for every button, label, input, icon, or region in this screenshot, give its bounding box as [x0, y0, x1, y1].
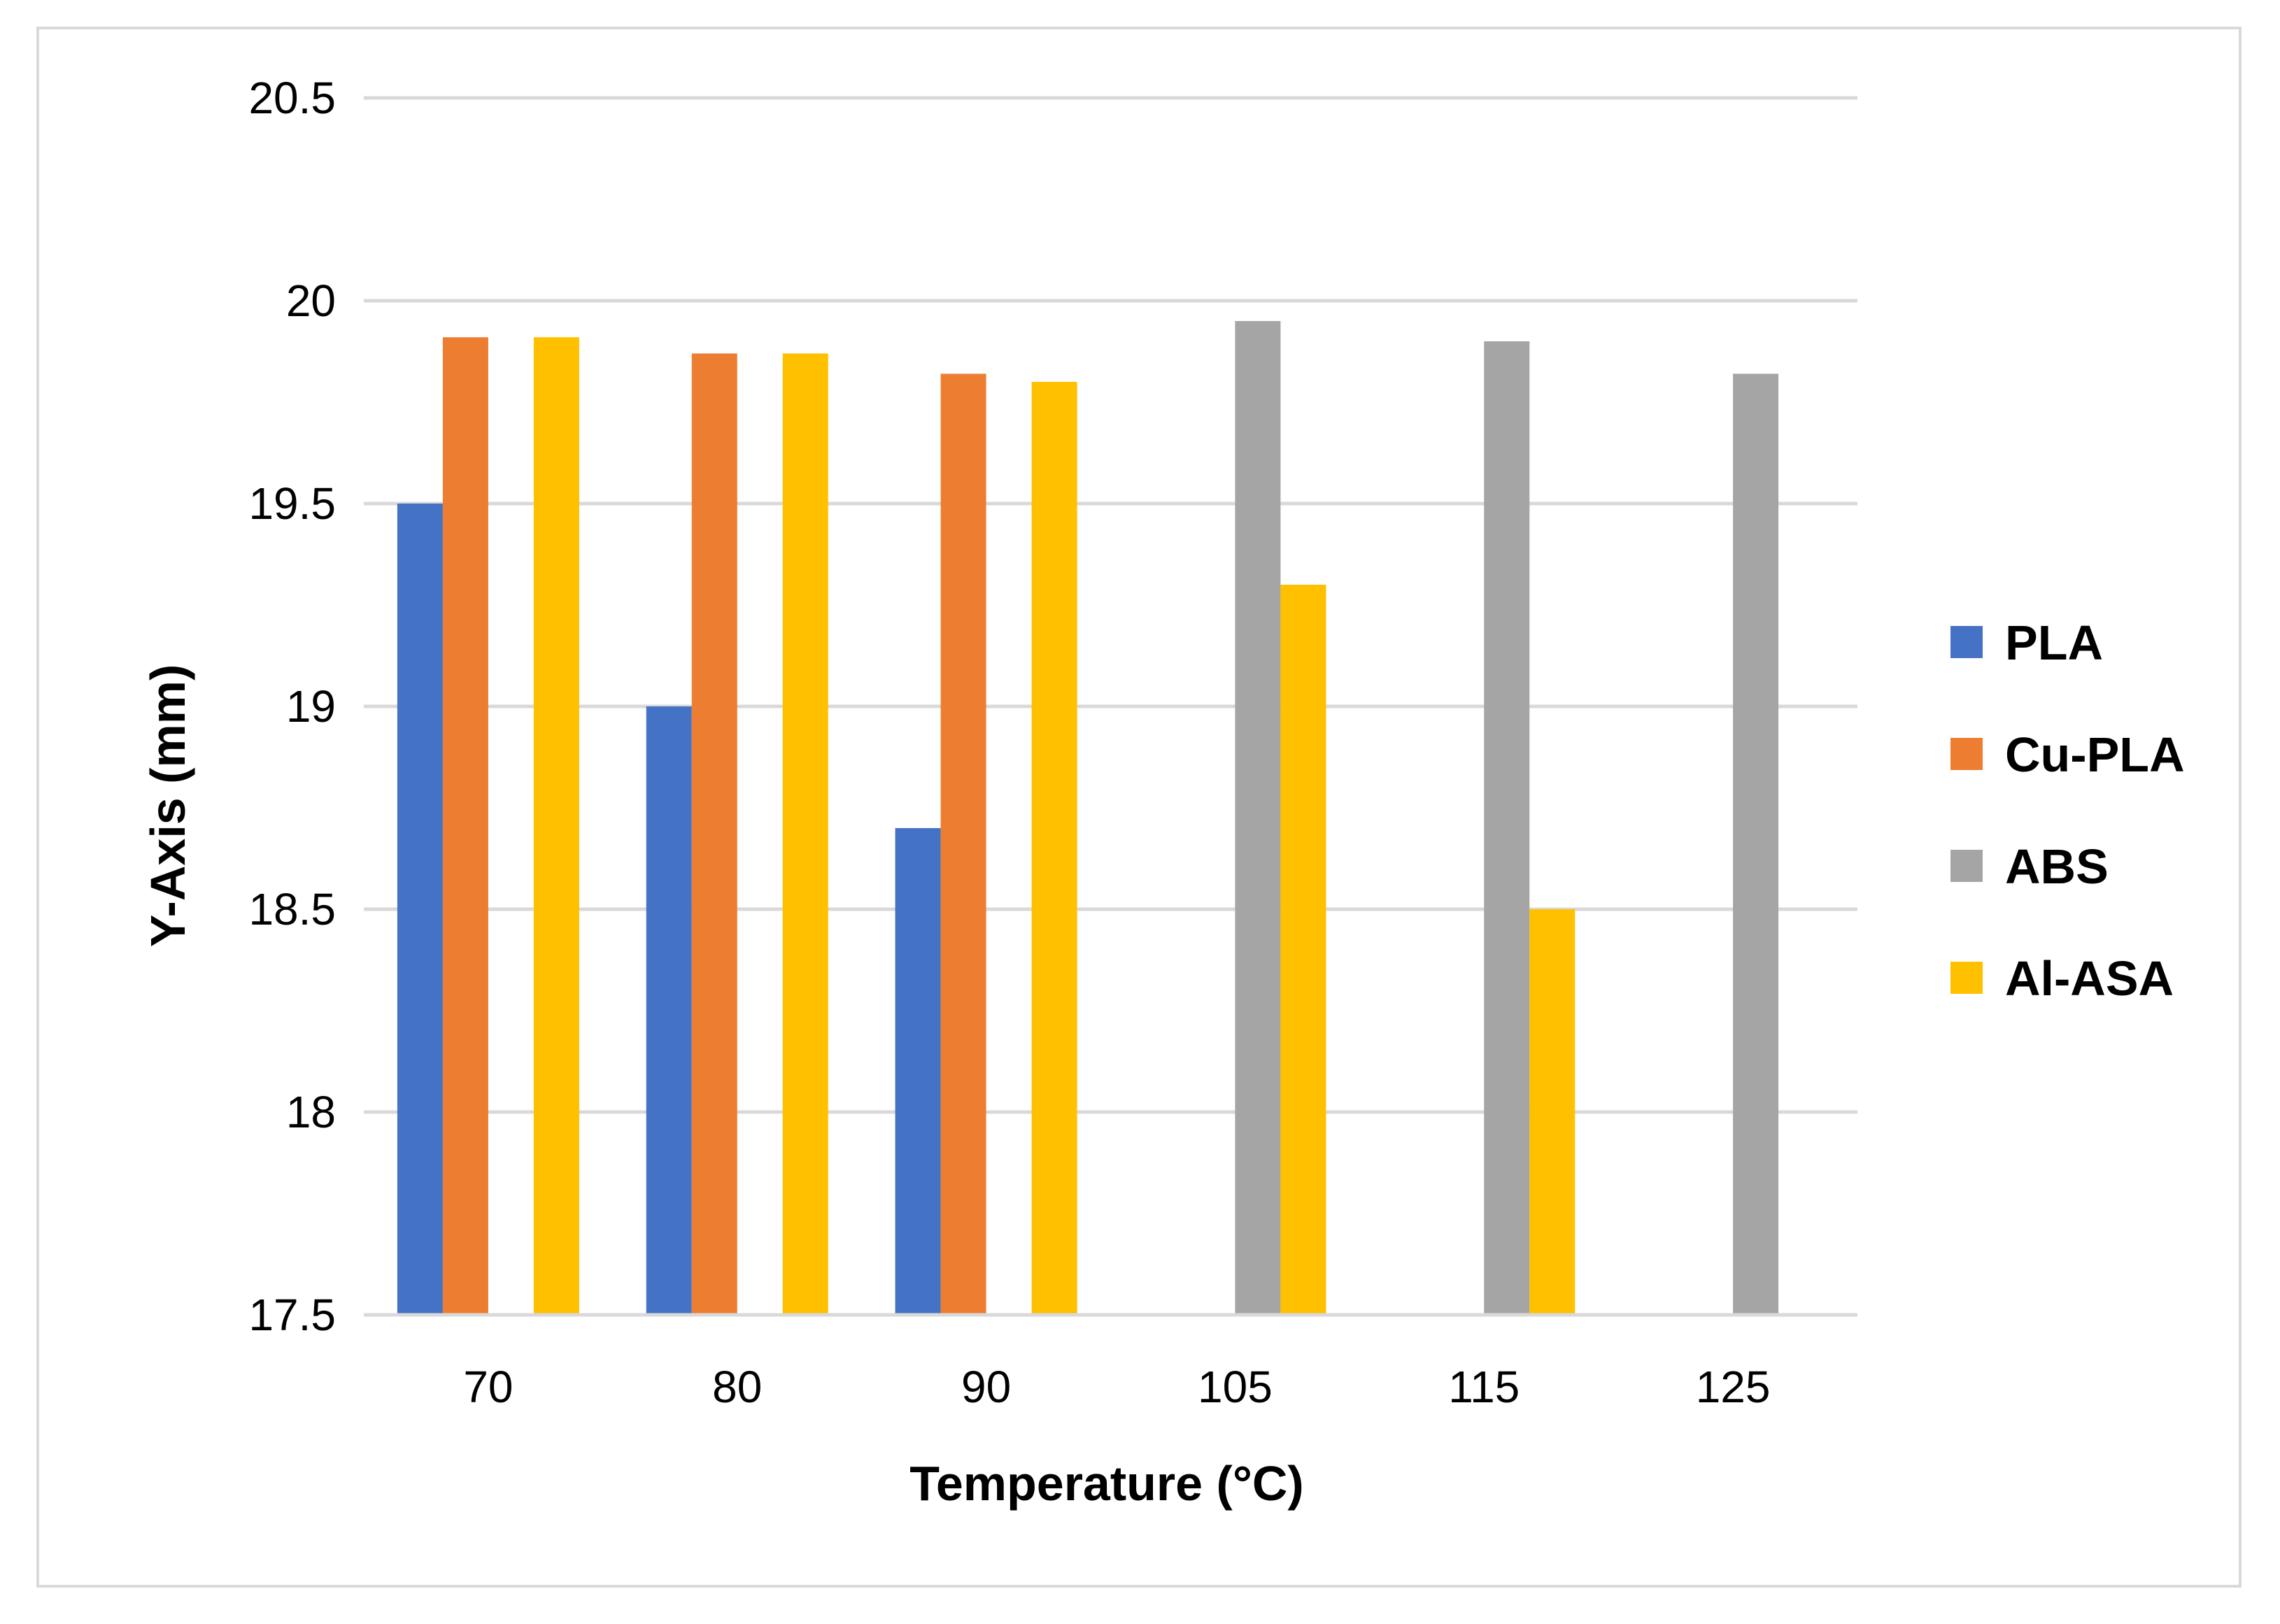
axes: 17.5 18 18.5 19 19.5 20 20.5 70 80 90 105 115 125: [248, 73, 1857, 1412]
legend-label-abs: ABS: [2005, 839, 2109, 894]
x-tick-label: 105: [1198, 1362, 1273, 1412]
gridlines: [364, 96, 1857, 1114]
legend-swatch-al-asa: [1950, 962, 1983, 994]
x-tick-label: 115: [1448, 1362, 1520, 1412]
bar-abs-125: [1733, 373, 1779, 1315]
x-tick-label: 80: [712, 1362, 762, 1412]
bar-abs-115: [1484, 341, 1530, 1315]
y-axis-title: Y-Axis (mm): [141, 664, 195, 948]
legend-label-al-asa: Al-ASA: [2005, 951, 2174, 1006]
bar-al-asa-80: [782, 353, 828, 1315]
bar-cu-pla-70: [442, 337, 488, 1316]
legend-swatch-abs: [1950, 850, 1983, 882]
y-tick-label: 19: [286, 681, 336, 732]
bar-cu-pla-80: [691, 353, 737, 1315]
y-tick-label: 20: [286, 276, 336, 326]
bar-al-asa-70: [533, 337, 579, 1316]
y-tick-label: 17.5: [248, 1290, 336, 1340]
bar-abs-105: [1235, 321, 1281, 1315]
legend-swatch-cu-pla: [1950, 738, 1983, 770]
bar-al-asa-90: [1031, 382, 1077, 1315]
y-tick-label: 19.5: [248, 478, 336, 529]
legend-label-cu-pla: Cu-PLA: [2005, 727, 2185, 782]
legend: PLA Cu-PLA ABS Al-ASA: [1950, 615, 2185, 1006]
bar-pla-70: [397, 504, 443, 1315]
y-tick-label: 18: [286, 1087, 336, 1137]
bars: [397, 321, 1779, 1316]
x-tick-label: 70: [463, 1362, 513, 1412]
x-tick-label: 125: [1696, 1362, 1771, 1412]
y-tick-label: 18.5: [248, 884, 336, 934]
bar-al-asa-105: [1280, 585, 1326, 1315]
x-axis-title: Temperature (°C): [909, 1456, 1303, 1511]
x-tick-label: 90: [961, 1362, 1011, 1412]
bar-al-asa-115: [1529, 909, 1576, 1315]
legend-label-pla: PLA: [2005, 615, 2103, 670]
legend-swatch-pla: [1950, 626, 1983, 658]
y-tick-label: 20.5: [248, 73, 336, 123]
bar-pla-80: [646, 706, 692, 1315]
bar-cu-pla-90: [940, 373, 986, 1315]
bar-pla-90: [895, 828, 941, 1315]
